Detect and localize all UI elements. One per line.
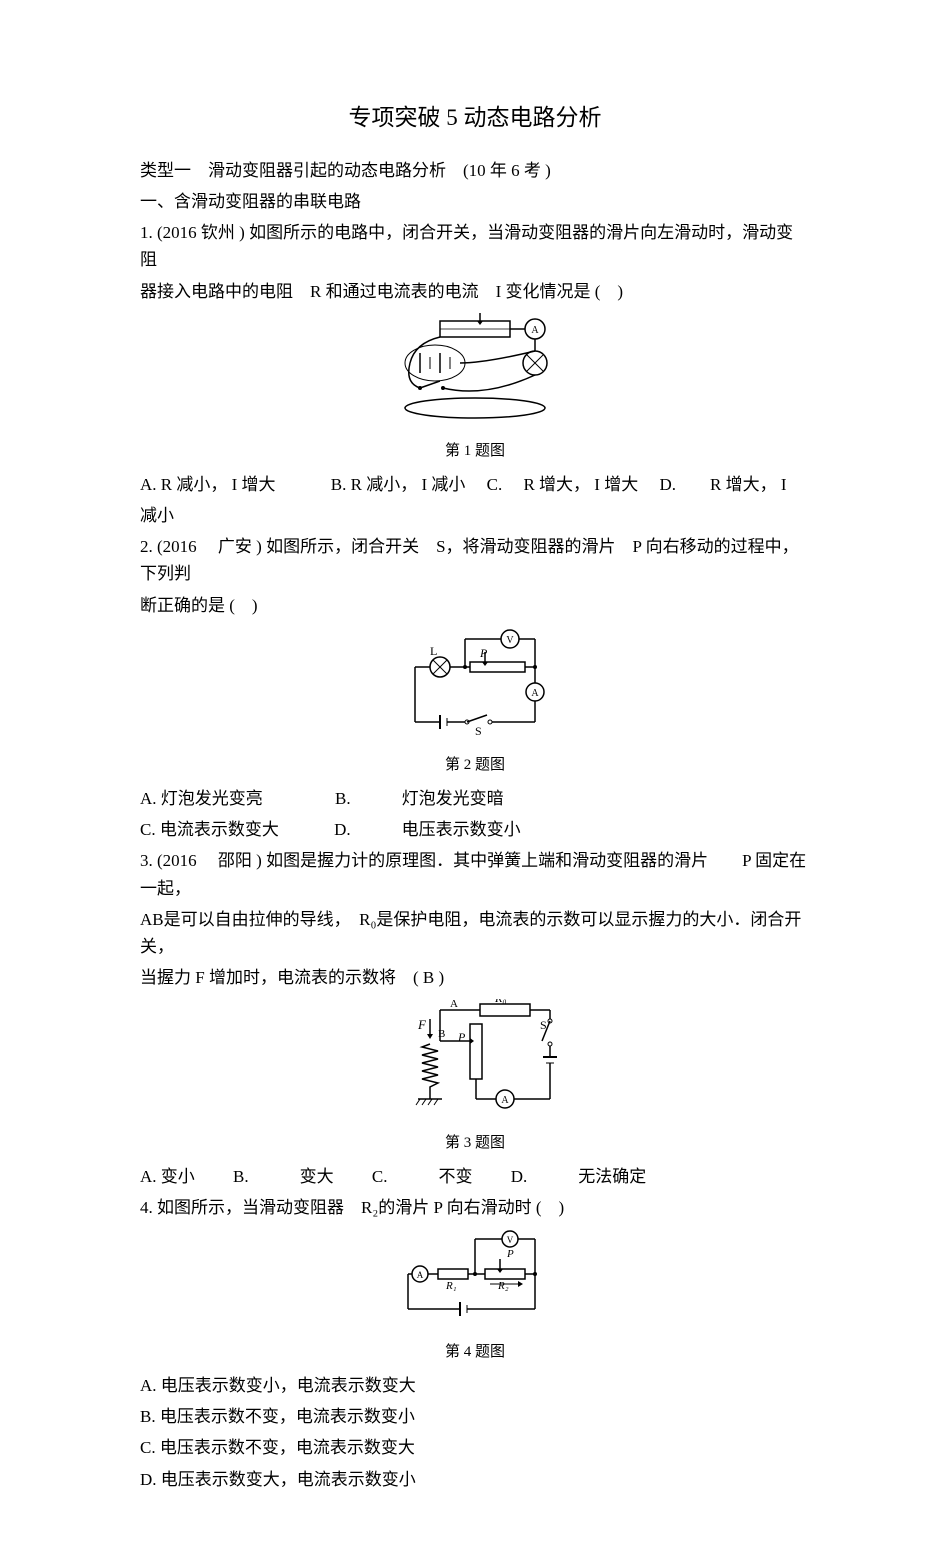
svg-text:R₁: R₁ xyxy=(445,1280,457,1292)
svg-text:R₀: R₀ xyxy=(494,999,507,1005)
q1-opt-a: A. R 减小， I 增大 xyxy=(140,475,276,494)
q3-line1: 3. (2016 邵阳 ) 如图是握力计的原理图．其中弹簧上端和滑动变阻器的滑片… xyxy=(140,847,810,901)
circuit-diagram-1: A xyxy=(385,313,565,423)
svg-text:S: S xyxy=(475,724,482,737)
q2-caption: 第 2 题图 xyxy=(140,753,810,777)
q2-opt-b: B. 灯泡发光变暗 xyxy=(335,789,504,808)
q3-opt-d: D. 无法确定 xyxy=(511,1167,647,1186)
subheader-1: 一、含滑动变阻器的串联电路 xyxy=(140,188,810,215)
q1-line1: 1. (2016 钦州 ) 如图所示的电路中，闭合开关，当滑动变阻器的滑片向左滑… xyxy=(140,219,810,273)
svg-text:P: P xyxy=(506,1248,514,1260)
q2-opt-d: D. 电压表示数变小 xyxy=(334,820,521,839)
q2-opt-a: A. 灯泡发光变亮 xyxy=(140,789,263,808)
q2-opt-c: C. 电流表示数变大 xyxy=(140,820,279,839)
svg-text:A: A xyxy=(501,1095,509,1106)
circuit-diagram-3: R₀ A F B P S xyxy=(380,999,570,1114)
q4-opt-d: D. 电压表示数变大，电流表示数变小 xyxy=(140,1466,810,1493)
svg-text:F: F xyxy=(417,1017,427,1032)
q3-opt-c: C. 不变 xyxy=(372,1167,473,1186)
q3-opt-b: B. 变大 xyxy=(233,1167,334,1186)
q2-line2: 断正确的是 ( ) xyxy=(140,592,810,619)
svg-text:R₂: R₂ xyxy=(497,1280,509,1292)
q3-line3: 当握力 F 增加时，电流表的示数将 ( B ) xyxy=(140,964,810,991)
q2-options-cd: C. 电流表示数变大 D. 电压表示数变小 xyxy=(140,816,810,843)
svg-text:V: V xyxy=(506,635,514,646)
document-title: 专项突破 5 动态电路分析 xyxy=(140,100,810,137)
q4-caption: 第 4 题图 xyxy=(140,1340,810,1364)
q4-figure: V A R₁ R₂ P xyxy=(140,1229,810,1332)
q1-opt-d: D. R 增大， I xyxy=(659,475,786,494)
q1-opt-b: B. R 减小， I 减小 xyxy=(331,475,466,494)
q3-line2: AB是可以自由拉伸的导线， R₀是保护电阻，电流表的示数可以显示握力的大小．闭合… xyxy=(140,906,810,960)
q1-figure: A xyxy=(140,313,810,431)
svg-text:A: A xyxy=(450,999,458,1010)
q1-caption: 第 1 题图 xyxy=(140,439,810,463)
q4-opt-b: B. 电压表示数不变，电流表示数变小 xyxy=(140,1403,810,1430)
q1-opt-c: C. R 增大， I 增大 xyxy=(487,475,639,494)
svg-text:V: V xyxy=(507,1235,514,1245)
q4-line1: 4. 如图所示，当滑动变阻器 R₂的滑片 P 向右滑动时 ( ) xyxy=(140,1194,810,1221)
q3-figure: R₀ A F B P S xyxy=(140,999,810,1122)
q4-opt-c: C. 电压表示数不变，电流表示数变大 xyxy=(140,1434,810,1461)
svg-text:B: B xyxy=(438,1028,445,1040)
q4-opt-a: A. 电压表示数变小，电流表示数变大 xyxy=(140,1372,810,1399)
svg-text:A: A xyxy=(417,1270,424,1280)
category-header: 类型一 滑动变阻器引起的动态电路分析 (10 年 6 考 ) xyxy=(140,157,810,184)
q3-options: A. 变小 B. 变大 C. 不变 D. 无法确定 xyxy=(140,1163,810,1190)
q1-line3: 减小 xyxy=(140,502,810,529)
svg-text:L: L xyxy=(430,644,437,658)
svg-text:A: A xyxy=(531,325,539,336)
circuit-diagram-4: V A R₁ R₂ P xyxy=(400,1229,550,1324)
q2-figure: V L P A S xyxy=(140,627,810,745)
q3-caption: 第 3 题图 xyxy=(140,1131,810,1155)
q2-line1: 2. (2016 广安 ) 如图所示，闭合开关 S，将滑动变阻器的滑片 P 向右… xyxy=(140,533,810,587)
svg-text:P: P xyxy=(457,1030,466,1044)
q3-opt-a: A. 变小 xyxy=(140,1167,195,1186)
q1-line2: 器接入电路中的电阻 R 和通过电流表的电流 I 变化情况是 ( ) xyxy=(140,278,810,305)
svg-text:P: P xyxy=(479,646,488,660)
circuit-diagram-2: V L P A S xyxy=(395,627,555,737)
svg-text:A: A xyxy=(531,688,539,699)
q1-options-row1: A. R 减小， I 增大 B. R 减小， I 减小 C. R 增大， I 增… xyxy=(140,471,810,498)
q2-options-ab: A. 灯泡发光变亮 B. 灯泡发光变暗 xyxy=(140,785,810,812)
